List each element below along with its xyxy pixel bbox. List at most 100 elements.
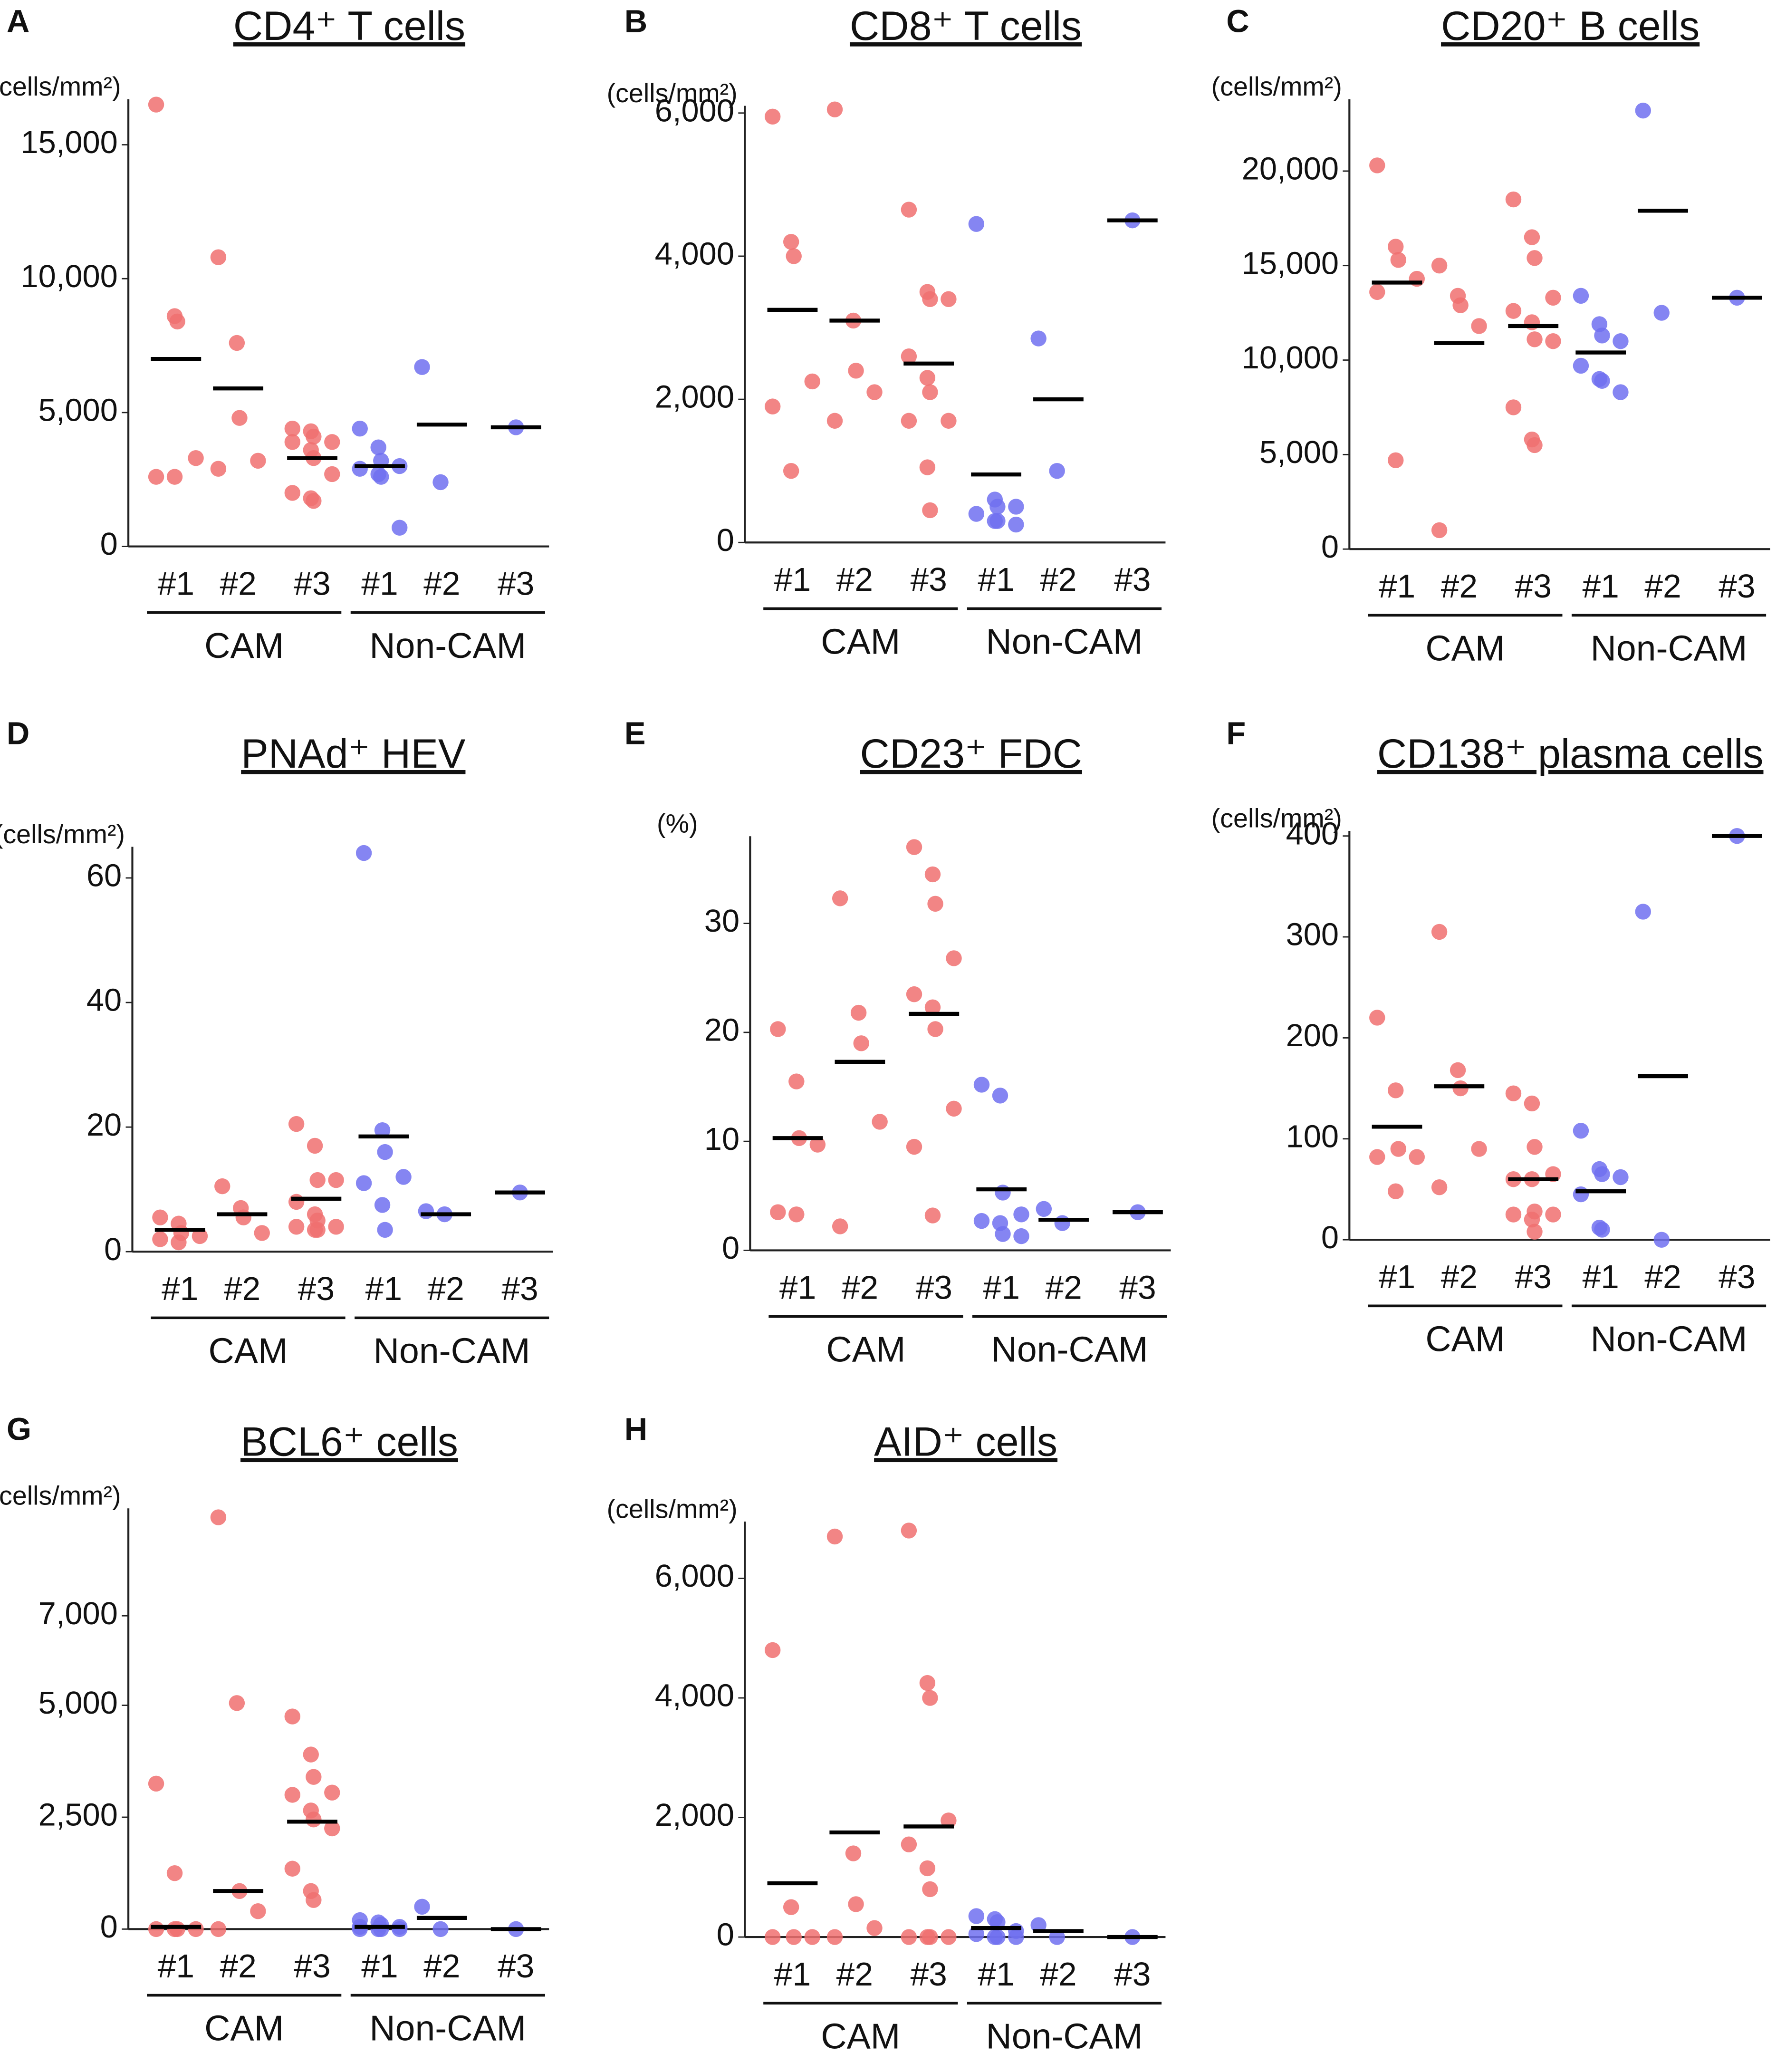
x-tick-label: #2 bbox=[1644, 568, 1681, 605]
x-tick-label: #1 bbox=[779, 1269, 816, 1306]
data-point bbox=[1635, 102, 1651, 119]
data-point bbox=[328, 1172, 344, 1188]
data-point bbox=[395, 1169, 412, 1185]
data-point bbox=[804, 373, 820, 390]
data-point bbox=[968, 1926, 985, 1942]
data-point bbox=[148, 469, 164, 485]
group-label: Non-CAM bbox=[991, 1330, 1148, 1369]
y-tick-label: 40 bbox=[86, 983, 122, 1018]
data-point bbox=[1369, 157, 1385, 173]
data-point bbox=[306, 428, 322, 445]
data-point bbox=[1471, 318, 1487, 334]
data-point bbox=[973, 1213, 990, 1229]
data-point bbox=[306, 1769, 322, 1785]
data-point bbox=[1613, 333, 1629, 349]
data-point bbox=[1594, 1166, 1610, 1182]
data-point bbox=[250, 453, 266, 469]
data-point bbox=[1527, 437, 1543, 453]
y-tick-label: 60 bbox=[86, 858, 122, 894]
data-point bbox=[941, 1929, 957, 1945]
y-tick-label: 400 bbox=[1286, 816, 1339, 851]
x-tick-label: #3 bbox=[1114, 561, 1151, 598]
y-axis-label: (cells/mm²) bbox=[607, 1494, 738, 1523]
data-point bbox=[922, 502, 938, 519]
data-point bbox=[901, 1523, 917, 1539]
data-point bbox=[848, 1896, 864, 1912]
data-point bbox=[373, 469, 389, 485]
data-point bbox=[1613, 384, 1629, 400]
data-point bbox=[1545, 1206, 1561, 1223]
y-axis-label: (cells/mm²) bbox=[0, 819, 125, 849]
data-point bbox=[306, 1811, 322, 1828]
data-point bbox=[1505, 1206, 1522, 1223]
x-tick-label: #1 bbox=[361, 565, 398, 602]
data-point bbox=[392, 520, 408, 536]
data-point bbox=[786, 248, 802, 264]
data-point bbox=[764, 108, 781, 125]
data-point bbox=[1653, 1232, 1670, 1248]
x-tick-label: #3 bbox=[498, 1947, 534, 1985]
data-point bbox=[1013, 1206, 1029, 1223]
y-tick-label: 5,000 bbox=[38, 1686, 118, 1721]
data-point bbox=[210, 1921, 227, 1937]
data-point bbox=[1505, 399, 1522, 415]
data-point bbox=[1452, 1080, 1469, 1097]
data-point bbox=[1049, 1929, 1065, 1945]
x-tick-label: #2 bbox=[423, 1947, 460, 1985]
data-point bbox=[188, 1921, 204, 1937]
y-axis-label: (cells/mm²) bbox=[1211, 803, 1342, 833]
data-point bbox=[1613, 1169, 1629, 1185]
data-point bbox=[377, 1144, 393, 1160]
data-point bbox=[1594, 373, 1610, 389]
y-tick-label: 0 bbox=[717, 1918, 734, 1953]
x-tick-label: #1 bbox=[158, 1947, 194, 1985]
data-point bbox=[1524, 1095, 1540, 1112]
data-point bbox=[764, 398, 781, 414]
data-point bbox=[1471, 1141, 1487, 1157]
panel-title: CD138⁺ plasma cells bbox=[1377, 731, 1764, 777]
y-tick-label: 0 bbox=[100, 1909, 118, 1945]
panel-title: BCL6⁺ cells bbox=[240, 1419, 458, 1465]
x-tick-label: #2 bbox=[423, 565, 460, 602]
data-point bbox=[1388, 1082, 1404, 1099]
data-point bbox=[1573, 1123, 1589, 1139]
data-point bbox=[352, 461, 368, 477]
panel-letter: F bbox=[1226, 716, 1246, 751]
x-tick-label: #3 bbox=[294, 565, 330, 602]
data-point bbox=[1431, 522, 1448, 539]
data-point bbox=[919, 1675, 936, 1691]
data-point bbox=[973, 1077, 990, 1093]
data-point bbox=[231, 410, 248, 426]
data-point bbox=[924, 866, 941, 883]
data-point bbox=[826, 101, 843, 117]
x-tick-label: #2 bbox=[842, 1269, 878, 1306]
data-point bbox=[832, 890, 848, 906]
y-tick-label: 0 bbox=[1321, 530, 1339, 565]
data-point bbox=[906, 1138, 922, 1155]
y-tick-label: 20 bbox=[704, 1013, 739, 1048]
data-point bbox=[210, 249, 227, 265]
y-axis-label: (cells/mm²) bbox=[0, 72, 121, 101]
y-tick-label: 100 bbox=[1286, 1119, 1339, 1154]
data-point bbox=[254, 1225, 270, 1241]
data-point bbox=[866, 1920, 883, 1936]
data-point bbox=[941, 1812, 957, 1829]
y-tick-label: 15,000 bbox=[1242, 246, 1339, 281]
data-point bbox=[414, 359, 430, 375]
x-tick-label: #3 bbox=[1719, 1258, 1755, 1295]
data-point bbox=[1505, 1085, 1522, 1101]
x-tick-label: #2 bbox=[836, 1956, 873, 1993]
data-point bbox=[324, 1784, 340, 1801]
y-tick-label: 5,000 bbox=[38, 393, 118, 428]
data-point bbox=[853, 1035, 869, 1051]
data-point bbox=[919, 459, 936, 475]
y-tick-label: 6,000 bbox=[655, 93, 734, 128]
data-point bbox=[901, 413, 917, 429]
data-point bbox=[284, 1708, 300, 1725]
data-point bbox=[288, 1116, 305, 1132]
data-point bbox=[1390, 252, 1407, 268]
x-tick-label: #1 bbox=[1582, 1258, 1619, 1295]
data-point bbox=[1431, 1179, 1448, 1195]
data-point bbox=[377, 1222, 393, 1238]
data-point bbox=[392, 1921, 408, 1937]
